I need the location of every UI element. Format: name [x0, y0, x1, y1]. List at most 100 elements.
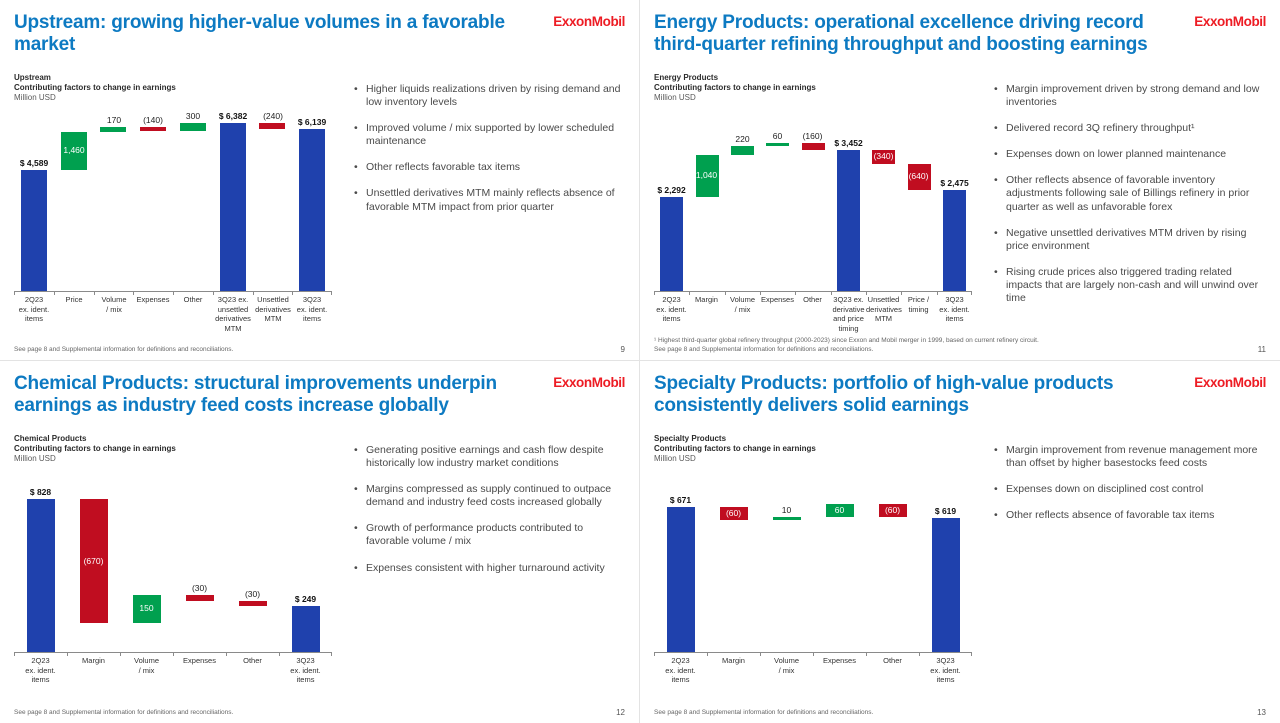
waterfall-bar-increase: [826, 504, 854, 518]
category-label: Other: [883, 655, 902, 665]
bar-value-label: (640): [908, 171, 929, 182]
bar-value-label: (160): [802, 131, 823, 142]
category-label: Other: [243, 655, 262, 665]
slide-footer: See page 8 and Supplemental information …: [14, 708, 625, 717]
waterfall-chart: $ 828 2Q23 ex. ident. items (670) Margin 150…: [14, 468, 332, 684]
exxonmobil-logo: ExxonMobil: [1194, 14, 1266, 29]
bar-value-label: $ 2,475: [940, 177, 969, 188]
axis-tick: [14, 651, 15, 656]
slide-body: Specialty Products Contributing factors …: [654, 434, 1266, 684]
bullet-item: Margin improvement from revenue manageme…: [994, 444, 1266, 470]
bullet-item: Generating positive earnings and cash fl…: [354, 444, 625, 470]
category-label: Other: [803, 294, 822, 304]
waterfall-bar-total: [932, 517, 960, 652]
chart-subtitle: Contributing factors to change in earnin…: [654, 443, 816, 453]
waterfall-bar-decrease: [80, 499, 108, 623]
slide-footer: See page 8 and Supplemental information …: [14, 345, 625, 354]
axis-tick: [173, 651, 174, 656]
footnote: See page 8 and Supplemental information …: [654, 708, 874, 716]
chart-caption: Energy Products Contributing factors to …: [654, 73, 976, 103]
axis-tick: [654, 651, 655, 656]
category-label: Volume / mix: [133, 655, 160, 675]
page-number: 9: [620, 345, 625, 354]
bullet-item: Expenses consistent with higher turnarou…: [354, 562, 625, 575]
bullet-item: Improved volume / mix supported by lower…: [354, 122, 625, 148]
slide-footer: ¹ Highest third-quarter global refinery …: [654, 336, 1266, 354]
waterfall-bar-total: [27, 499, 55, 652]
waterfall-bar-decrease: [802, 143, 825, 150]
waterfall-chart: $ 671 2Q23 ex. ident. items (60) Margin 10 Vo…: [654, 468, 972, 684]
bar-value-label: 10: [781, 505, 792, 516]
page-number: 12: [616, 708, 625, 717]
slide-header: Chemical Products: structural improvemen…: [14, 373, 625, 418]
category-label: Expenses: [761, 294, 794, 304]
axis-tick: [971, 651, 972, 656]
category-label: Margin: [722, 655, 745, 665]
chart-segment-label: Upstream: [14, 72, 51, 82]
waterfall-bar-increase: [696, 154, 719, 198]
chart-column: Chemical Products Contributing factors t…: [14, 434, 336, 684]
axis-tick: [937, 290, 938, 295]
slide-title: Chemical Products: structural improvemen…: [14, 373, 497, 417]
exxonmobil-logo: ExxonMobil: [553, 14, 625, 29]
waterfall-bar-increase: [180, 123, 206, 131]
axis-tick: [760, 651, 761, 656]
category-label: Volume / mix: [729, 294, 756, 314]
bar-value-label: (670): [83, 555, 104, 566]
slide-chemical-products: Chemical Products: structural improvemen…: [0, 361, 640, 723]
slide-energy-products: Energy Products: operational excellence …: [640, 0, 1280, 361]
chart-units-label: Million USD: [14, 92, 56, 102]
chart-segment-label: Chemical Products: [14, 433, 87, 443]
bar-value-label: 150: [139, 603, 154, 614]
bullet-item: Rising crude prices also triggered tradi…: [994, 266, 1266, 305]
chart-column: Specialty Products Contributing factors …: [654, 434, 976, 684]
axis-tick: [725, 290, 726, 295]
chart-subtitle: Contributing factors to change in earnin…: [14, 443, 176, 453]
waterfall-bar-increase: [766, 143, 789, 146]
axis-tick: [14, 290, 15, 295]
bar-value-label: (340): [873, 151, 894, 162]
category-label: Other: [183, 294, 203, 304]
bar-value-label: $ 6,139: [297, 117, 327, 128]
axis-tick: [866, 290, 867, 295]
bar-value-label: (60): [725, 507, 742, 518]
waterfall-chart: $ 4,589 2Q23 ex. ident. items 1,460 Price 17…: [14, 107, 332, 333]
slide-body: Upstream Contributing factors to change …: [14, 72, 625, 333]
bar-value-label: 300: [185, 111, 201, 122]
slide-header: Specialty Products: portfolio of high-va…: [654, 373, 1266, 418]
bullet-item: Other reflects absence of favorable inve…: [994, 174, 1266, 213]
category-label: Unsettled derivatives MTM: [255, 294, 291, 324]
waterfall-bar-total: [220, 123, 246, 291]
chart-subtitle: Contributing factors to change in earnin…: [14, 82, 176, 92]
axis-tick: [213, 290, 214, 295]
axis-tick: [331, 651, 332, 656]
bar-value-label: $ 2,292: [657, 185, 686, 196]
category-label: Volume / mix: [101, 294, 127, 314]
exxonmobil-logo: ExxonMobil: [553, 375, 625, 390]
waterfall-bar-decrease: [872, 149, 895, 164]
waterfall-bar-increase: [100, 127, 126, 132]
waterfall-bar-decrease: [259, 123, 285, 130]
axis-tick: [707, 651, 708, 656]
slide-upstream: Upstream: growing higher-value volumes i…: [0, 0, 640, 361]
waterfall-bar-decrease: [239, 600, 267, 607]
slide-header: Energy Products: operational excellence …: [654, 12, 1266, 57]
axis-tick: [54, 290, 55, 295]
axis-tick: [831, 290, 832, 295]
category-label: 3Q23 ex. ident. items: [930, 655, 961, 685]
chart-caption: Chemical Products Contributing factors t…: [14, 434, 336, 464]
bar-value-label: $ 619: [934, 505, 957, 516]
chart-caption: Specialty Products Contributing factors …: [654, 434, 976, 464]
bullet-item: Higher liquids realizations driven by ri…: [354, 83, 625, 109]
bullet-item: Unsettled derivatives MTM mainly reflect…: [354, 187, 625, 213]
axis-tick: [94, 290, 95, 295]
slide-specialty-products: Specialty Products: portfolio of high-va…: [640, 361, 1280, 723]
chart-units-label: Million USD: [14, 453, 56, 463]
chart-units-label: Million USD: [654, 453, 696, 463]
waterfall-bar-increase: [731, 145, 754, 155]
chart-segment-label: Energy Products: [654, 72, 719, 82]
category-label: Volume / mix: [773, 655, 800, 675]
bar-value-label: $ 249: [294, 593, 317, 604]
waterfall-bar-total: [667, 506, 695, 652]
bullet-item: Other reflects absence of favorable tax …: [994, 509, 1266, 522]
